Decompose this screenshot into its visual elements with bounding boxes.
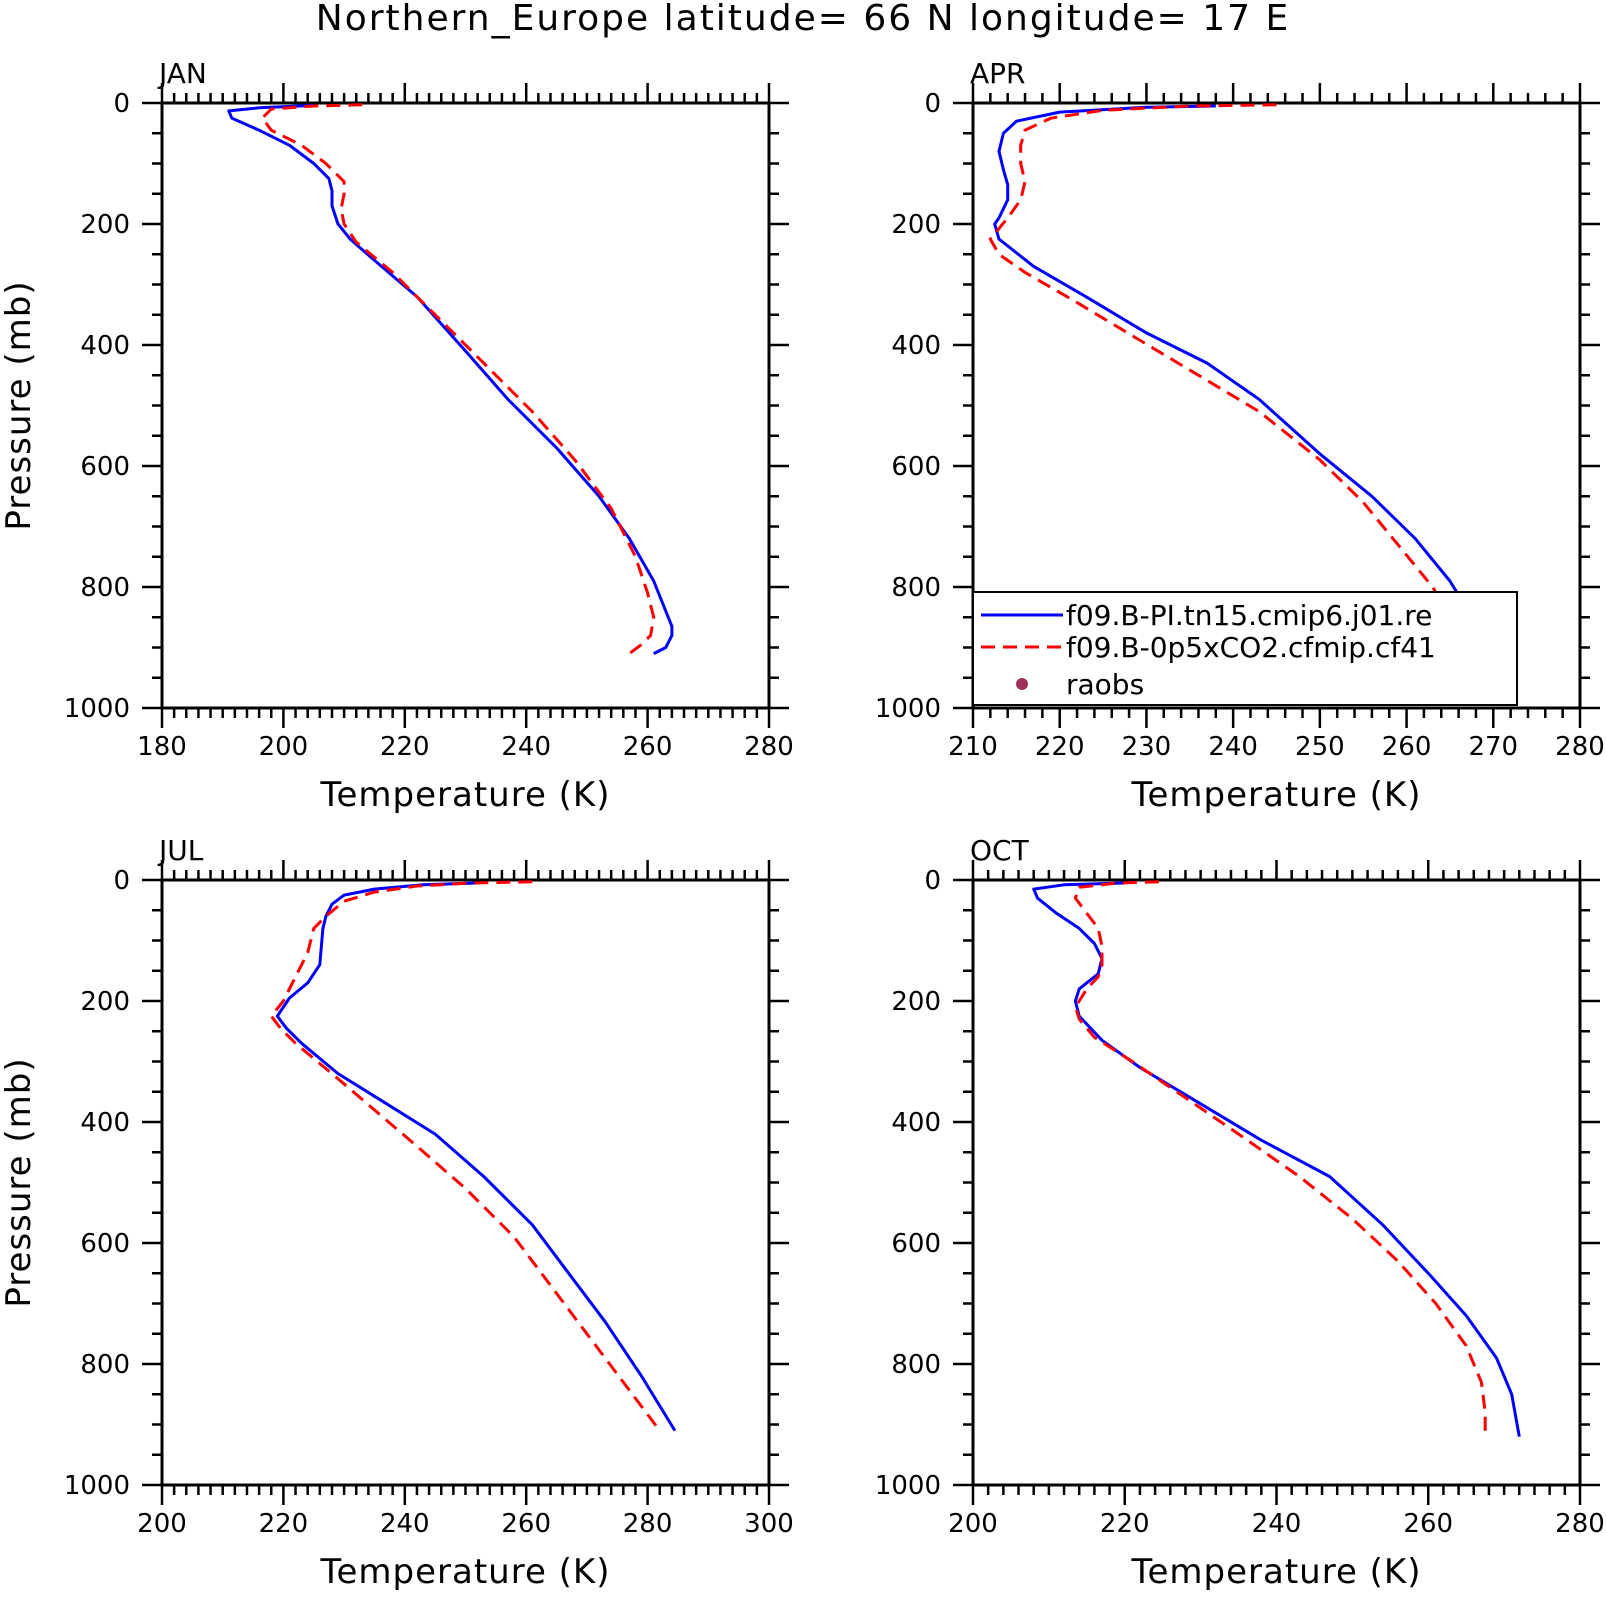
x-tick-label: 200	[948, 1509, 998, 1539]
x-tick-label: 260	[1382, 732, 1432, 762]
series-line-0p5xco2	[269, 880, 661, 1432]
y-axis-label: Pressure (mb)	[0, 280, 39, 530]
panel-month-label: APR	[970, 57, 1026, 90]
y-tick-label: 200	[891, 210, 941, 240]
x-tick-label: 260	[1403, 1509, 1453, 1539]
x-tick-label: 300	[744, 1509, 794, 1539]
x-tick-label: 260	[623, 732, 673, 762]
legend-label: f09.B-PI.tn15.cmip6.j01.re	[1066, 599, 1432, 632]
x-tick-label: 220	[1035, 732, 1085, 762]
y-tick-label: 0	[113, 89, 130, 119]
y-tick-label: 600	[891, 1229, 941, 1259]
legend-label: f09.B-0p5xCO2.cfmip.cf41	[1066, 631, 1436, 664]
legend-box	[972, 591, 1518, 706]
x-tick-label: 280	[623, 1509, 673, 1539]
legend-label: raobs	[1066, 668, 1144, 701]
plot-frame	[160, 101, 771, 710]
y-tick-label: 0	[924, 89, 941, 119]
y-tick-label: 800	[891, 1350, 941, 1380]
y-tick-label: 600	[80, 1229, 130, 1259]
plot-frame	[160, 878, 771, 1487]
series-line-pi	[227, 103, 674, 655]
x-tick-label: 250	[1295, 732, 1345, 762]
x-tick-label: 220	[259, 1509, 309, 1539]
y-tick-label: 400	[80, 331, 130, 361]
figure-title: Northern_Europe latitude= 66 N longitude…	[316, 0, 1290, 39]
x-tick-label: 200	[137, 1509, 187, 1539]
x-tick-label: 240	[380, 1509, 430, 1539]
panel-month-label: JUL	[157, 834, 204, 867]
x-tick-label: 240	[1208, 732, 1258, 762]
x-axis-label: Temperature (K)	[1130, 1552, 1421, 1592]
y-axis-label: Pressure (mb)	[0, 1057, 39, 1307]
x-tick-label: 270	[1468, 732, 1518, 762]
y-tick-label: 400	[891, 1108, 941, 1138]
x-tick-label: 280	[1555, 1509, 1605, 1539]
series-line-0p5xco2	[988, 103, 1461, 648]
plot-frame	[971, 878, 1582, 1487]
y-tick-label: 200	[80, 987, 130, 1017]
x-tick-label: 220	[1100, 1509, 1150, 1539]
series-line-0p5xco2	[260, 103, 656, 655]
y-tick-label: 800	[80, 573, 130, 603]
y-tick-label: 1000	[875, 1471, 941, 1501]
x-tick-label: 260	[501, 1509, 551, 1539]
y-tick-label: 1000	[875, 694, 941, 724]
series-line-pi	[275, 881, 677, 1432]
y-tick-label: 400	[80, 1108, 130, 1138]
x-tick-label: 280	[744, 732, 794, 762]
x-axis-label: Temperature (K)	[1130, 775, 1421, 815]
y-tick-label: 200	[891, 987, 941, 1017]
y-tick-label: 0	[924, 866, 941, 896]
legend: f09.B-PI.tn15.cmip6.j01.ref09.B-0p5xCO2.…	[972, 591, 1518, 706]
y-tick-label: 200	[80, 210, 130, 240]
x-tick-label: 180	[137, 732, 187, 762]
series-line-0p5xco2	[1073, 880, 1487, 1437]
x-tick-label: 280	[1555, 732, 1605, 762]
panel-month-label: OCT	[970, 834, 1030, 867]
x-tick-label: 210	[948, 732, 998, 762]
panel-month-label: JAN	[157, 57, 207, 90]
x-tick-label: 220	[380, 732, 430, 762]
x-tick-label: 200	[259, 732, 309, 762]
y-tick-label: 600	[891, 452, 941, 482]
x-tick-label: 240	[501, 732, 551, 762]
y-tick-label: 800	[891, 573, 941, 603]
x-tick-label: 240	[1252, 1509, 1302, 1539]
y-tick-label: 800	[80, 1350, 130, 1380]
y-tick-label: 0	[113, 866, 130, 896]
x-axis-label: Temperature (K)	[319, 775, 610, 815]
y-tick-label: 1000	[64, 1471, 130, 1501]
x-tick-label: 230	[1122, 732, 1172, 762]
legend-marker-raobs	[1016, 678, 1028, 690]
y-tick-label: 1000	[64, 694, 130, 724]
series-line-pi	[993, 104, 1499, 661]
x-axis-label: Temperature (K)	[319, 1552, 610, 1592]
y-tick-label: 600	[80, 452, 130, 482]
y-tick-label: 400	[891, 331, 941, 361]
